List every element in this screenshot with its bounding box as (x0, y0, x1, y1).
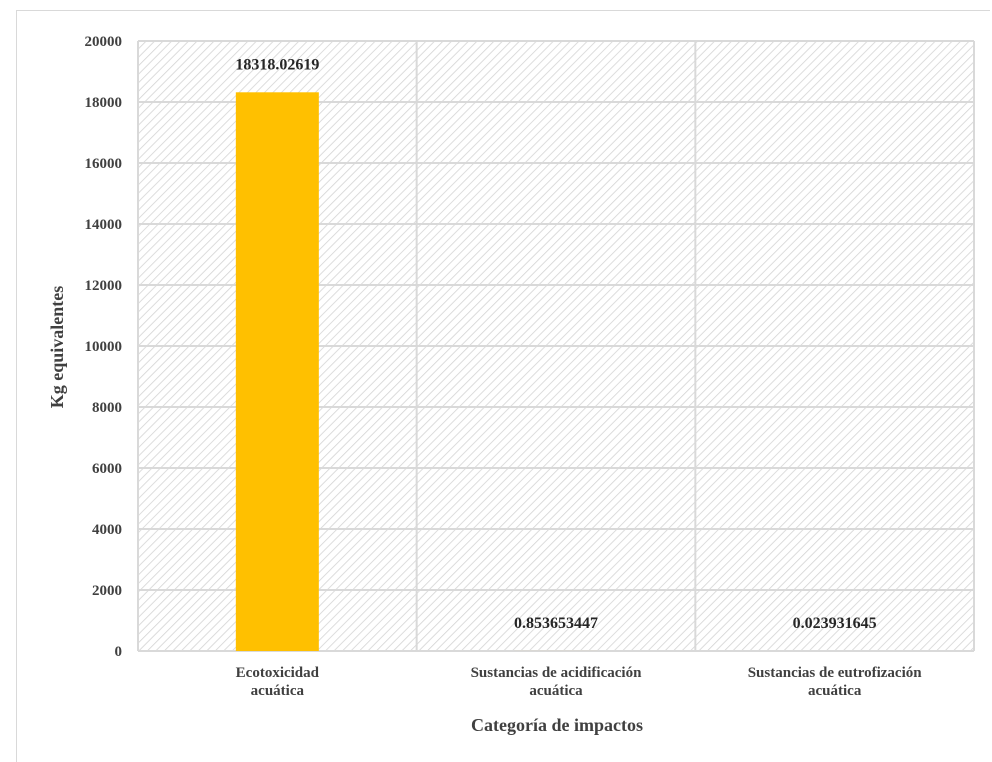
y-tick-label: 10000 (85, 339, 123, 355)
y-tick-label: 2000 (92, 583, 122, 599)
y-tick-label: 12000 (85, 278, 123, 294)
y-tick-label: 20000 (85, 34, 123, 50)
category-label: Sustancias de acidificación acuática (471, 665, 643, 699)
x-axis-title: Categoría de impactos (471, 715, 643, 735)
category-label: Sustancias de eutrofización acuática (748, 665, 923, 699)
y-tick-label: 4000 (92, 522, 122, 538)
bar (235, 92, 319, 652)
y-tick-label: 14000 (85, 217, 123, 233)
data-label: 18318.02619 (235, 56, 319, 73)
category-label: Ecotoxicidad acuática (236, 665, 320, 699)
y-axis-title: Kg equivalentes (47, 286, 67, 409)
y-tick-label: 18000 (85, 95, 123, 111)
data-label: 0.853653447 (514, 615, 598, 632)
y-tick-label: 8000 (92, 400, 122, 416)
chart-frame (16, 10, 990, 762)
y-tick-label: 0 (115, 644, 123, 660)
data-label: 0.023931645 (793, 615, 877, 632)
y-tick-label: 16000 (85, 156, 123, 172)
y-tick-label: 6000 (92, 461, 122, 477)
